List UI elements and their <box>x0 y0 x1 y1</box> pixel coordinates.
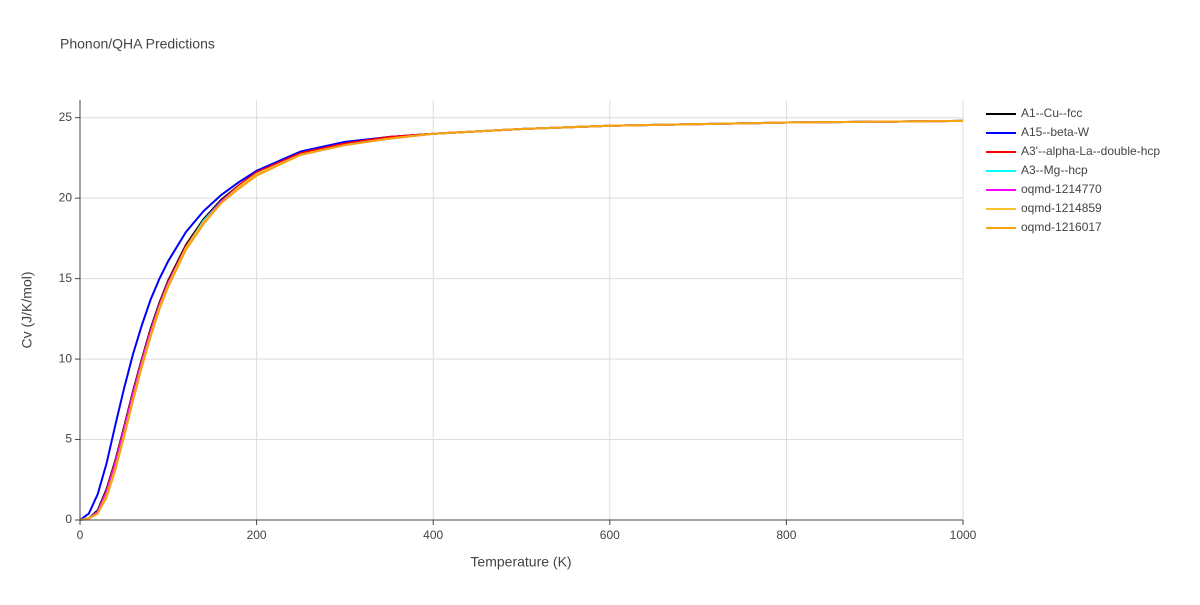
legend-label: A3'--alpha-La--double-hcp <box>1021 144 1160 158</box>
series-line <box>79 119 964 521</box>
y-axis-title: Cv (J/K/mol) <box>19 272 35 349</box>
plot-area <box>79 119 964 521</box>
x-tick-label: 1000 <box>950 528 977 542</box>
y-tick-label: 0 <box>65 512 72 526</box>
x-tick-label: 600 <box>600 528 620 542</box>
series-line <box>79 119 964 521</box>
x-axis-title: Temperature (K) <box>470 554 571 570</box>
x-tick-label: 400 <box>423 528 443 542</box>
x-tick-label: 200 <box>247 528 267 542</box>
y-tick-label: 25 <box>59 110 73 124</box>
series-line <box>79 119 964 521</box>
legend-label: A15--beta-W <box>1021 125 1090 139</box>
y-tick-label: 5 <box>65 432 72 446</box>
x-tick-label: 800 <box>776 528 796 542</box>
legend-label: oqmd-1214859 <box>1021 201 1102 215</box>
x-tick-label: 0 <box>77 528 84 542</box>
legend-label: A1--Cu--fcc <box>1021 106 1082 120</box>
series-line <box>79 119 964 521</box>
y-tick-label: 15 <box>59 271 73 285</box>
legend-label: oqmd-1216017 <box>1021 220 1102 234</box>
legend: A1--Cu--fcc A15--beta-W A3'--alpha-La--dou… <box>986 106 1160 234</box>
series-line <box>79 119 964 521</box>
legend-label: A3--Mg--hcp <box>1021 163 1088 177</box>
y-tick-label: 20 <box>59 190 73 204</box>
y-tick-label: 10 <box>59 351 73 365</box>
grid <box>79 100 964 521</box>
chart-title: Phonon/QHA Predictions <box>60 36 215 52</box>
legend-label: oqmd-1214770 <box>1021 182 1102 196</box>
series-line <box>79 119 964 521</box>
series-line <box>79 119 964 521</box>
